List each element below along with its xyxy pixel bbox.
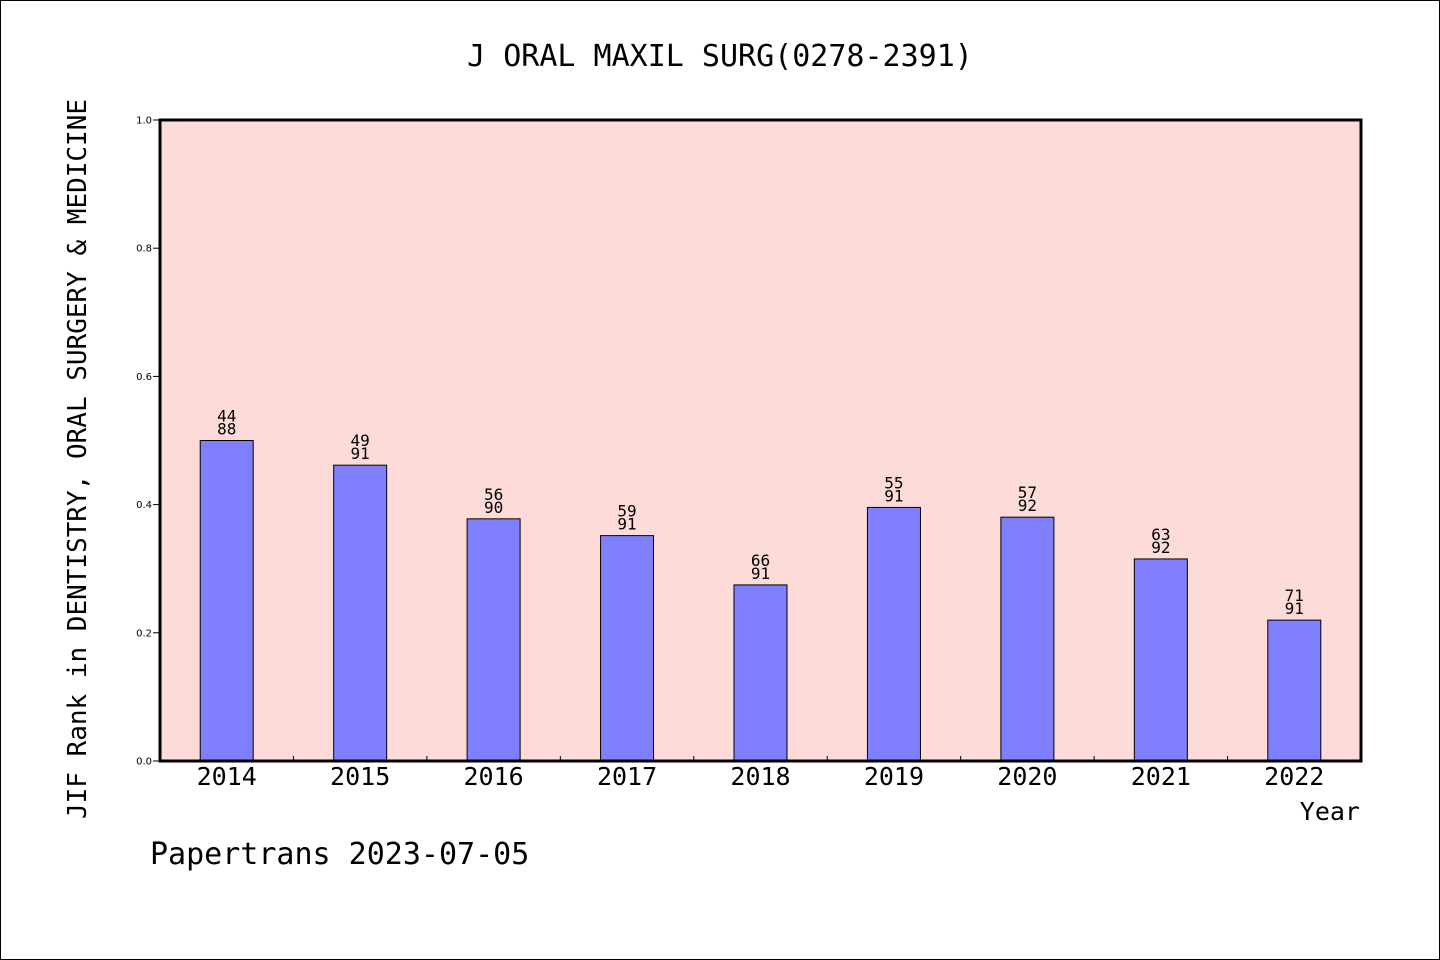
- x-tick-label: 2020: [997, 762, 1057, 791]
- bar-total-label: 88: [217, 420, 236, 439]
- bar-rank-label: 71: [1285, 586, 1304, 605]
- bar-rank-label: 59: [617, 502, 636, 521]
- x-tick-label: 2018: [730, 762, 790, 791]
- bar-total-label: 91: [751, 564, 770, 583]
- bar-total-label: 91: [884, 486, 903, 505]
- x-tick-label: 2015: [330, 762, 390, 791]
- bar-2022: [1267, 619, 1322, 762]
- bar-2019: [866, 506, 921, 762]
- bar-total-label: 91: [351, 444, 370, 463]
- plot-border: [158, 118, 1363, 763]
- bar-2016: [466, 518, 521, 762]
- bar-2021: [1133, 558, 1188, 762]
- x-tick-label: 2016: [464, 762, 524, 791]
- x-axis: 2014 2015 2016 2017 2018 2019 2020 2021 2022: [197, 756, 1324, 791]
- y-tick-label: 1.0: [136, 116, 152, 127]
- bar-rank-label: 66: [751, 551, 770, 570]
- bar-total-label: 91: [617, 515, 636, 534]
- bar-rank-label: 56: [484, 485, 503, 504]
- bar-total-label: 92: [1151, 538, 1170, 557]
- chart-title: J ORAL MAXIL SURG(0278-2391): [467, 39, 973, 74]
- bar-rank-label: 55: [884, 473, 903, 492]
- y-tick-label: 0.0: [136, 757, 152, 768]
- bar-rank-label: 63: [1151, 525, 1170, 544]
- y-tick-label: 0.8: [136, 244, 152, 255]
- y-axis: 0.0 0.2 0.4 0.6 0.8 1.0: [136, 116, 160, 768]
- bar-rank-label: 44: [217, 407, 236, 426]
- x-tick-label: 2017: [597, 762, 657, 791]
- x-tick-label: 2021: [1131, 762, 1191, 791]
- bar-2018: [733, 584, 788, 762]
- bar-2017: [600, 535, 655, 762]
- y-tick-label: 0.2: [136, 628, 152, 639]
- bar-2014: [199, 440, 254, 762]
- bar-total-label: 90: [484, 498, 503, 517]
- y-tick-label: 0.6: [136, 372, 152, 383]
- bar-rank-label: 57: [1018, 483, 1037, 502]
- bar-rank-label: 49: [351, 431, 370, 450]
- bar-total-label: 91: [1285, 599, 1304, 618]
- bar-2020: [1000, 516, 1055, 762]
- x-tick-label: 2014: [197, 762, 257, 791]
- y-axis-label: JIF Rank in DENTISTRY, ORAL SURGERY & ME…: [63, 99, 93, 819]
- bar-total-label: 92: [1018, 496, 1037, 515]
- x-tick-label: 2022: [1264, 762, 1324, 791]
- x-axis-label: Year: [1300, 797, 1360, 826]
- x-tick-label: 2019: [864, 762, 924, 791]
- bar-2015: [333, 464, 388, 762]
- footer-credit: Papertrans 2023-07-05: [150, 837, 529, 872]
- y-tick-label: 0.4: [136, 500, 152, 511]
